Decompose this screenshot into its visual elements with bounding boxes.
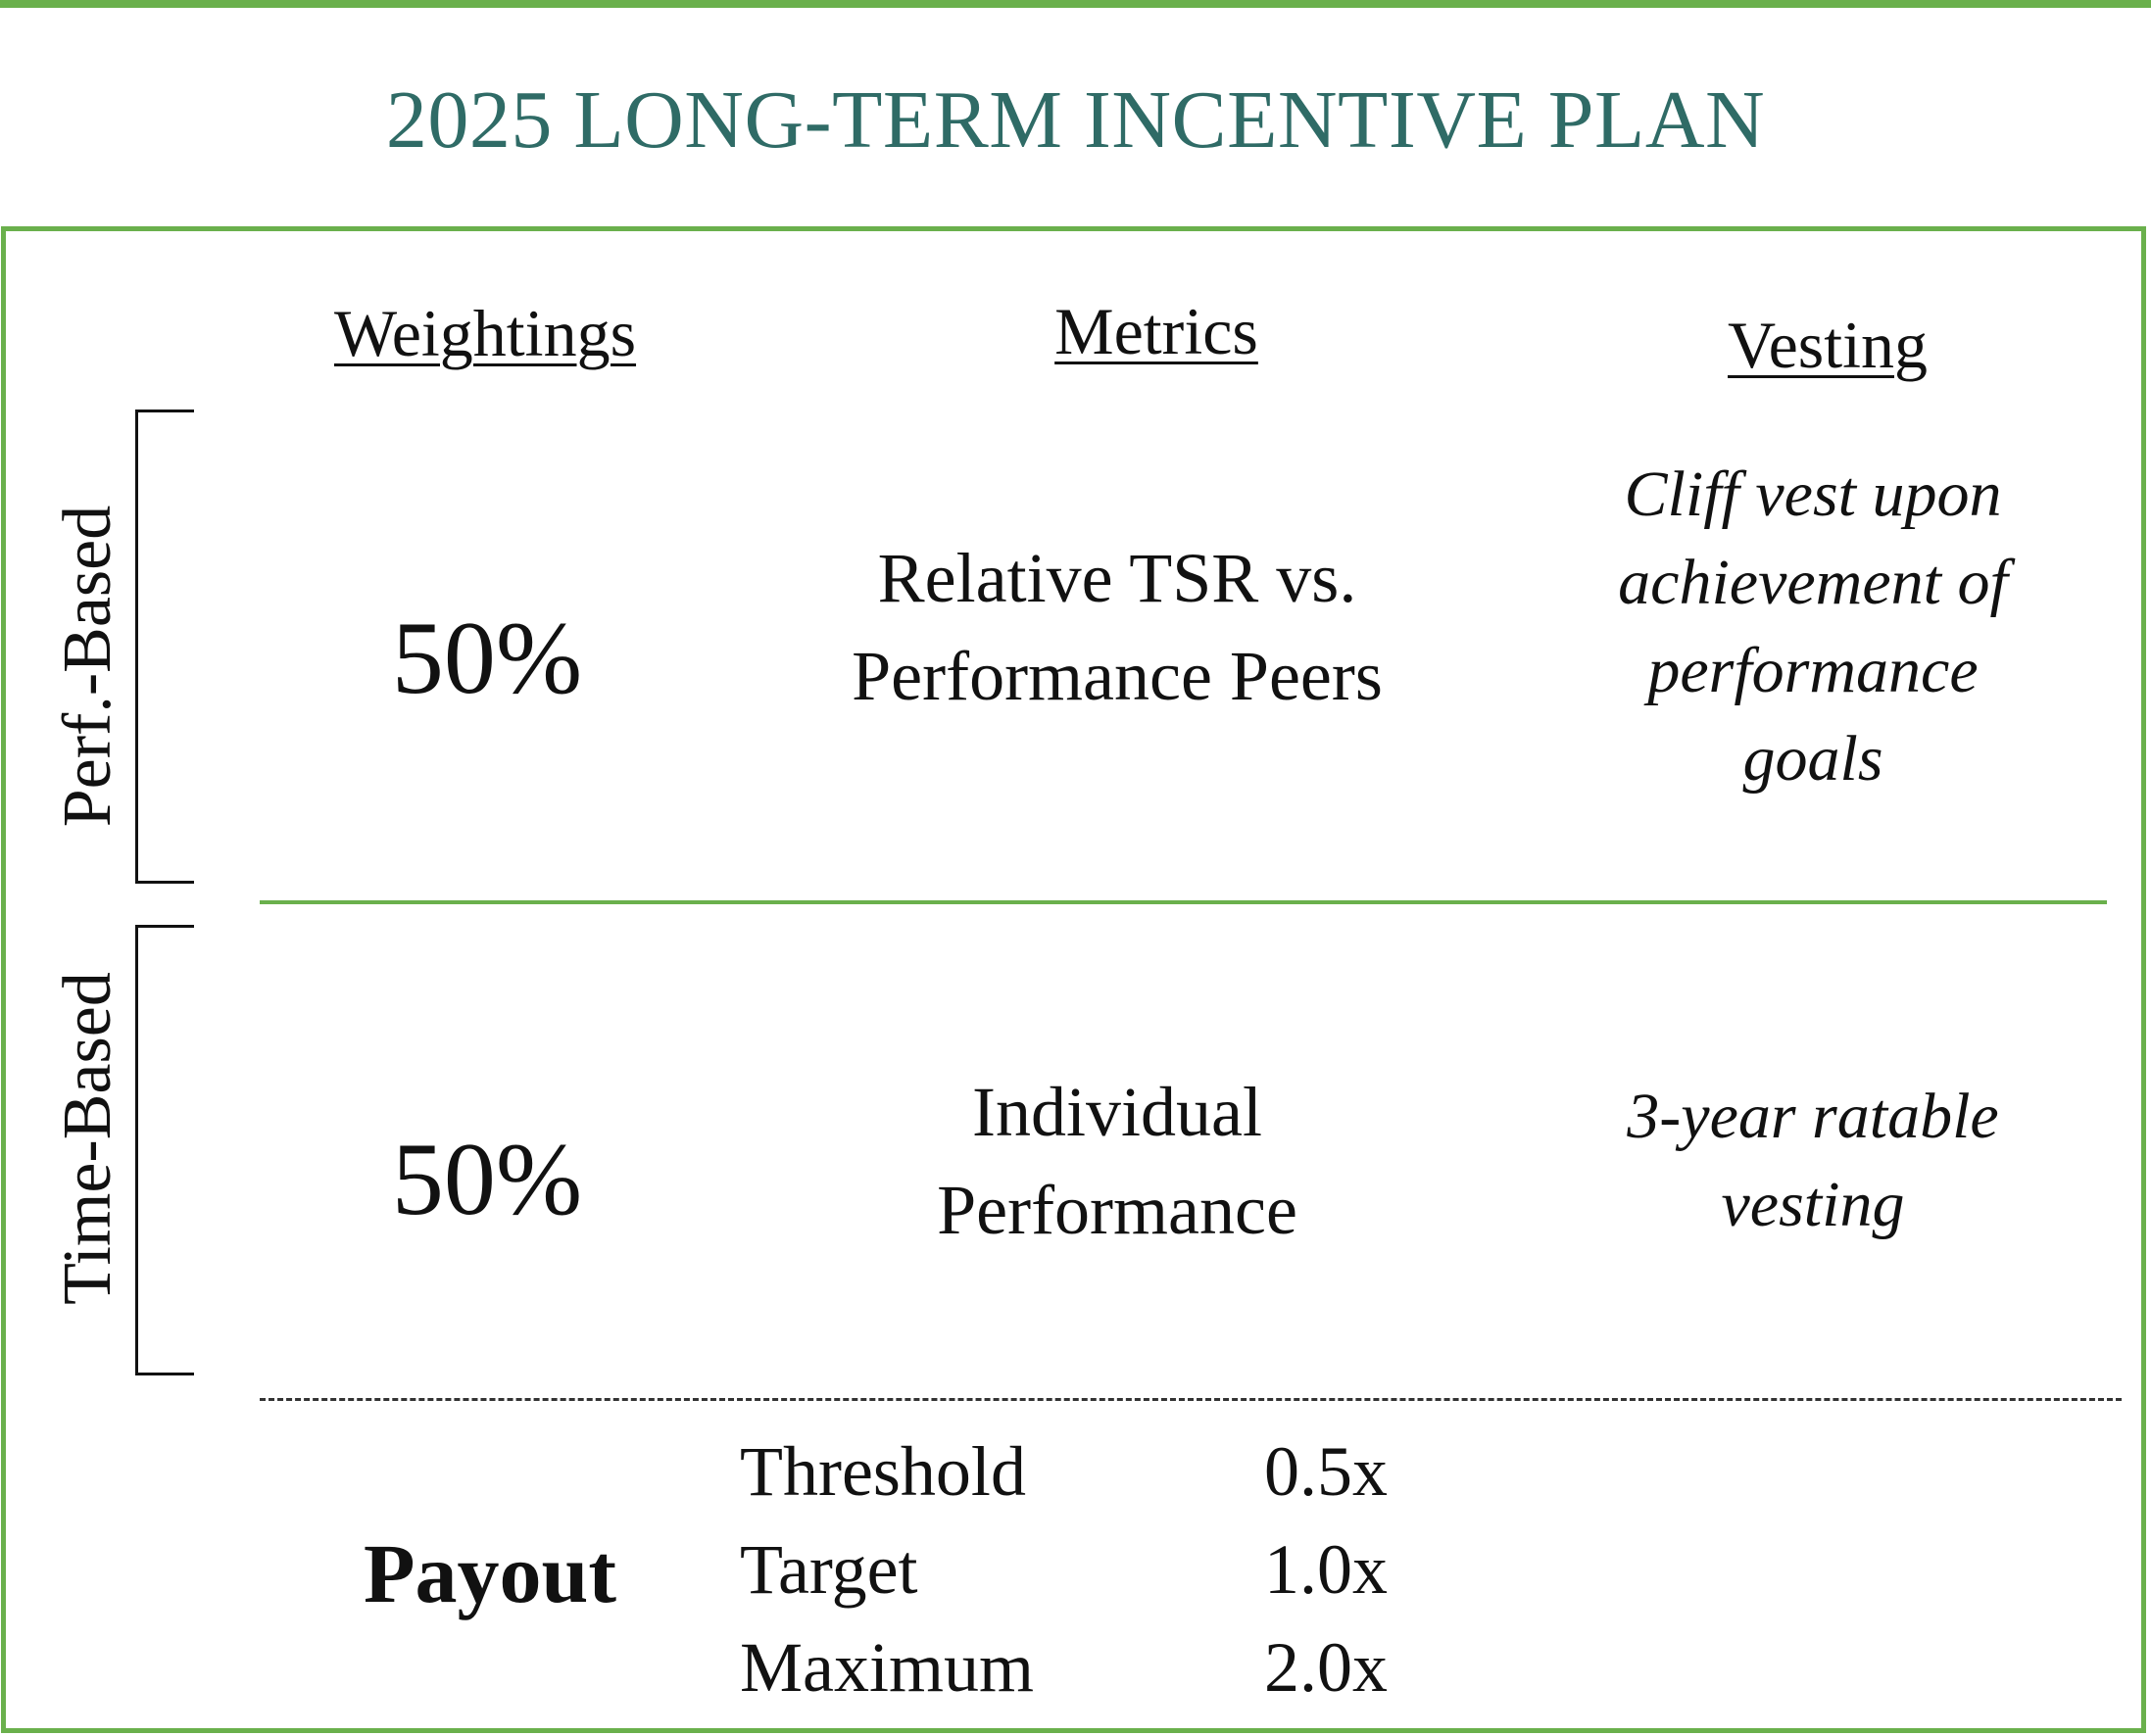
vesting-line: Cliff vest upon [1624, 458, 2002, 530]
metric-perf-based: Relative TSR vs. Performance Peers [764, 529, 1470, 725]
weighting-perf-based: 50% [391, 601, 583, 715]
metric-time-based: Individual Performance [823, 1063, 1411, 1259]
top-accent-rule [0, 0, 2151, 8]
bracket-perf-based [135, 410, 194, 884]
plan-table-frame [1, 226, 2146, 1733]
metric-line: Individual [972, 1073, 1262, 1151]
weighting-time-based: 50% [391, 1122, 583, 1236]
vesting-line: goals [1742, 723, 1883, 795]
payout-tier-name-threshold: Threshold [740, 1432, 1026, 1511]
vesting-perf-based: Cliff vest upon achievement of performan… [1539, 451, 2087, 803]
page-title: 2025 LONG-TERM INCENTIVE PLAN [385, 74, 1766, 166]
metric-line: Performance Peers [852, 637, 1383, 715]
payout-tier-name-target: Target [740, 1530, 918, 1609]
bracket-time-based [135, 925, 194, 1375]
header-metrics: Metrics [1054, 294, 1258, 368]
metric-line: Relative TSR vs. [877, 539, 1357, 617]
header-weightings: Weightings [333, 296, 637, 370]
vesting-line: performance [1647, 635, 1979, 706]
vesting-line: achievement of [1618, 547, 2008, 618]
vesting-line: vesting [1721, 1169, 1905, 1240]
metric-line: Performance [937, 1171, 1297, 1249]
vesting-time-based: 3-year ratable vesting [1539, 1073, 2087, 1249]
payout-tier-multiplier-threshold: 0.5x [1264, 1432, 1388, 1511]
group-label-perf-based: Perf.-Based [50, 505, 125, 828]
payout-tier-name-maximum: Maximum [740, 1628, 1034, 1707]
vesting-line: 3-year ratable [1627, 1081, 1999, 1152]
payout-divider [260, 1398, 2122, 1401]
row-divider [260, 900, 2107, 904]
header-vesting: Vesting [1728, 308, 1928, 382]
payout-tier-multiplier-maximum: 2.0x [1264, 1628, 1388, 1707]
group-label-time-based: Time-Based [50, 972, 125, 1305]
payout-tier-multiplier-target: 1.0x [1264, 1530, 1388, 1609]
payout-label: Payout [364, 1526, 616, 1620]
